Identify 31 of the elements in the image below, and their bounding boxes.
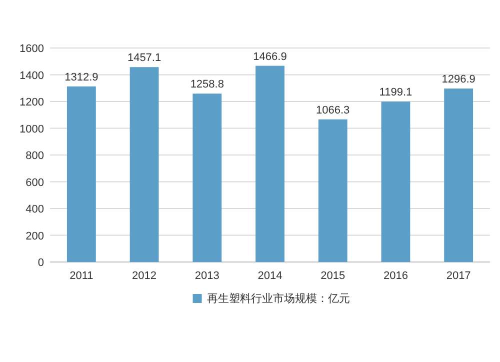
x-tick-label: 2012 xyxy=(132,270,157,282)
bar xyxy=(444,88,474,262)
data-label: 1466.9 xyxy=(253,50,287,63)
data-label: 1296.9 xyxy=(442,74,476,86)
y-tick-label: 1200 xyxy=(20,96,44,108)
data-label: 1312.9 xyxy=(64,71,98,84)
y-tick-label: 0 xyxy=(38,257,44,269)
bar xyxy=(256,66,284,262)
y-tick-label: 800 xyxy=(26,150,44,162)
x-tick-label: 2013 xyxy=(194,270,220,282)
bar xyxy=(318,119,348,262)
bar xyxy=(66,86,96,262)
data-label: 1258.8 xyxy=(190,78,224,91)
bar xyxy=(130,67,159,262)
y-tick-label: 400 xyxy=(26,204,44,216)
y-tick-label: 1600 xyxy=(20,43,44,55)
x-tick-label: 2014 xyxy=(258,270,282,282)
y-tick-label: 1000 xyxy=(20,123,44,136)
y-tick-label: 1400 xyxy=(20,70,44,82)
y-tick-label: 600 xyxy=(26,176,44,189)
x-tick-label: 2017 xyxy=(446,270,471,282)
legend-label: 再生塑料行业市场规模：亿元 xyxy=(206,292,350,305)
x-tick-label: 2015 xyxy=(320,270,346,282)
bar xyxy=(192,94,222,262)
x-tick-label: 2011 xyxy=(70,270,94,282)
data-label: 1199.1 xyxy=(379,86,412,99)
x-tick-label: 2016 xyxy=(383,270,408,282)
y-tick-label: 200 xyxy=(26,230,44,242)
bar xyxy=(381,102,410,262)
data-label: 1066.3 xyxy=(316,104,350,116)
data-label: 1457.1 xyxy=(127,52,162,64)
